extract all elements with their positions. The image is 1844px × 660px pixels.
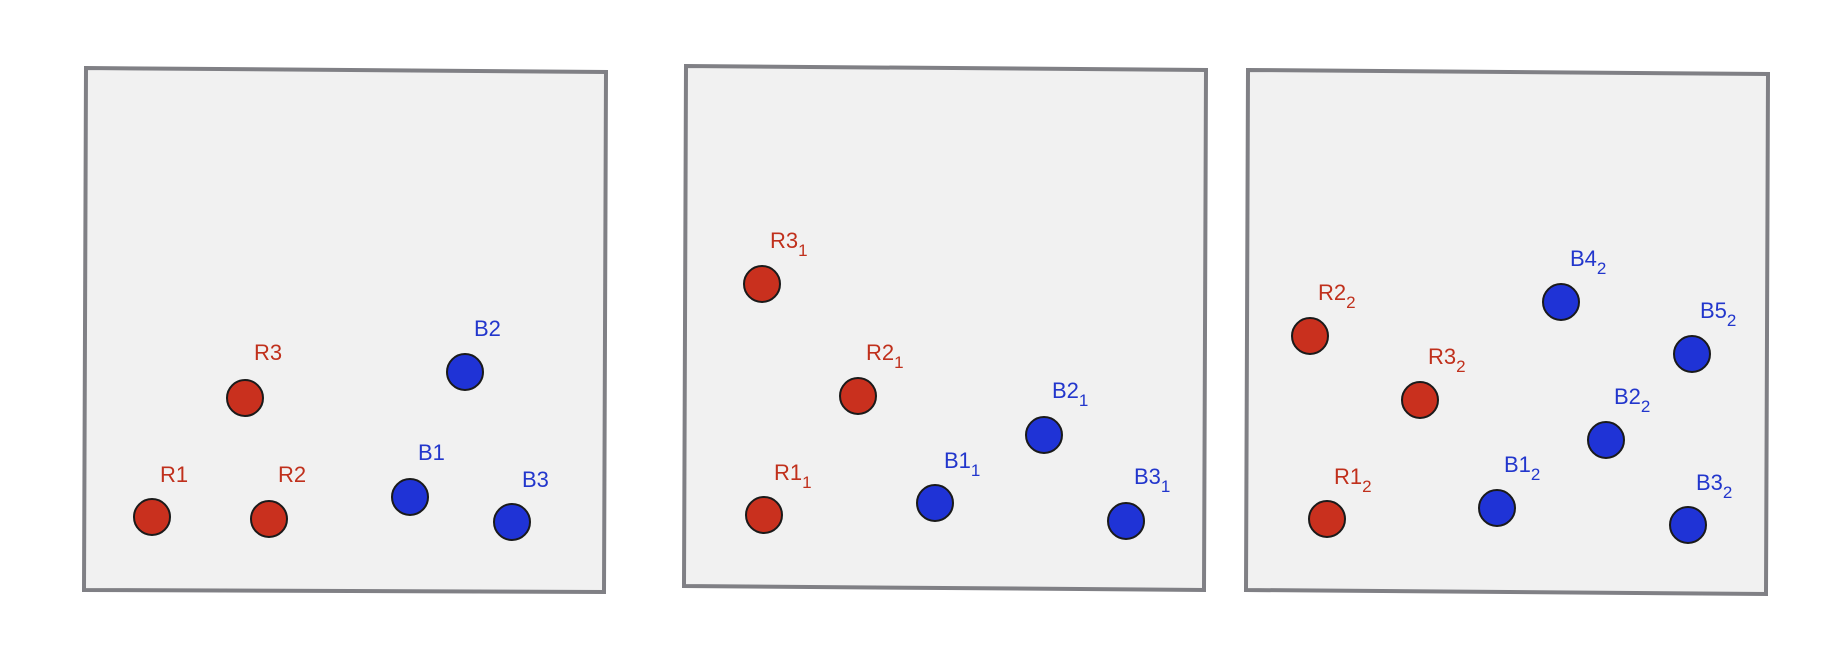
dot-label-r2-1: R21 bbox=[866, 340, 904, 372]
dot-label-main: B1 bbox=[944, 448, 971, 473]
dot-r3-1 bbox=[743, 265, 781, 303]
dot-label-main: R2 bbox=[866, 340, 894, 365]
dot-r1-1 bbox=[745, 496, 783, 534]
dot-label-subscript: 2 bbox=[1456, 357, 1465, 376]
dot-b2-1 bbox=[1025, 416, 1063, 454]
dot-label-main: B2 bbox=[1052, 378, 1079, 403]
dot-label-r2-2: R22 bbox=[1318, 280, 1356, 312]
dot-label-subscript: 2 bbox=[1723, 483, 1732, 502]
dot-r3 bbox=[226, 379, 264, 417]
dot-label-b3-2: B32 bbox=[1696, 470, 1732, 502]
dot-b4-2 bbox=[1542, 283, 1580, 321]
dot-label-main: R2 bbox=[1318, 280, 1346, 305]
dot-label-b1-2: B12 bbox=[1504, 452, 1540, 484]
dot-label-r1-2: R12 bbox=[1334, 464, 1372, 496]
dot-label-main: B2 bbox=[1614, 384, 1641, 409]
dot-label-subscript: 2 bbox=[1727, 311, 1736, 330]
dot-label-main: B5 bbox=[1700, 298, 1727, 323]
dot-label-subscript: 2 bbox=[1641, 397, 1650, 416]
dot-b3-1 bbox=[1107, 502, 1145, 540]
dot-label-subscript: 2 bbox=[1531, 465, 1540, 484]
dot-label-b4-2: B42 bbox=[1570, 246, 1606, 278]
dot-b1-2 bbox=[1478, 489, 1516, 527]
dot-label-b1: B1 bbox=[418, 440, 445, 465]
dot-label-main: B3 bbox=[1696, 470, 1723, 495]
dot-r2 bbox=[250, 500, 288, 538]
dot-b5-2 bbox=[1673, 335, 1711, 373]
dot-r1-2 bbox=[1308, 500, 1346, 538]
dot-label-r1: R1 bbox=[160, 462, 188, 487]
dot-label-main: R3 bbox=[1428, 344, 1456, 369]
dot-b3-2 bbox=[1669, 506, 1707, 544]
dot-label-b3: B3 bbox=[522, 467, 549, 492]
dot-label-main: R2 bbox=[278, 462, 306, 487]
dot-label-main: B1 bbox=[1504, 452, 1531, 477]
dot-r1 bbox=[133, 498, 171, 536]
dot-label-r3-2: R32 bbox=[1428, 344, 1466, 376]
dot-label-subscript: 1 bbox=[802, 473, 811, 492]
dot-label-main: B3 bbox=[1134, 464, 1161, 489]
dot-b1 bbox=[391, 478, 429, 516]
dot-label-r2: R2 bbox=[278, 462, 306, 487]
dot-label-b3-1: B31 bbox=[1134, 464, 1170, 496]
dot-label-main: R1 bbox=[1334, 464, 1362, 489]
dot-label-b1-1: B11 bbox=[944, 448, 980, 480]
dot-r3-2 bbox=[1401, 381, 1439, 419]
panel-1: R1 R2 R3 B1 B2 B3 bbox=[81, 65, 609, 595]
dot-label-subscript: 1 bbox=[798, 241, 807, 260]
dot-r2-1 bbox=[839, 377, 877, 415]
dot-label-main: R3 bbox=[770, 228, 798, 253]
dot-label-main: R1 bbox=[774, 460, 802, 485]
dot-label-subscript: 1 bbox=[1079, 391, 1088, 410]
dot-label-subscript: 2 bbox=[1597, 259, 1606, 278]
dot-label-r1-1: R11 bbox=[774, 460, 812, 492]
panel-2-frame bbox=[681, 63, 1209, 593]
dot-label-r3: R3 bbox=[254, 340, 282, 365]
dot-r2-2 bbox=[1291, 317, 1329, 355]
dot-label-main: B2 bbox=[474, 316, 501, 341]
dot-b1-1 bbox=[916, 484, 954, 522]
dot-label-subscript: 1 bbox=[1161, 477, 1170, 496]
dot-label-subscript: 1 bbox=[894, 353, 903, 372]
dot-b2 bbox=[446, 353, 484, 391]
dot-label-b2-2: B22 bbox=[1614, 384, 1650, 416]
dot-b2-2 bbox=[1587, 421, 1625, 459]
dot-label-subscript: 2 bbox=[1346, 293, 1355, 312]
dot-label-main: R3 bbox=[254, 340, 282, 365]
dot-label-main: B4 bbox=[1570, 246, 1597, 271]
dot-label-b5-2: B52 bbox=[1700, 298, 1736, 330]
panel-3-frame bbox=[1243, 67, 1771, 597]
dot-label-b2-1: B21 bbox=[1052, 378, 1088, 410]
dot-b3 bbox=[493, 503, 531, 541]
dot-label-main: B1 bbox=[418, 440, 445, 465]
panel-1-frame bbox=[81, 65, 609, 595]
dot-label-main: B3 bbox=[522, 467, 549, 492]
dot-label-subscript: 2 bbox=[1362, 477, 1371, 496]
dot-label-b2: B2 bbox=[474, 316, 501, 341]
dot-label-main: R1 bbox=[160, 462, 188, 487]
dot-label-subscript: 1 bbox=[971, 461, 980, 480]
dot-label-r3-1: R31 bbox=[770, 228, 808, 260]
